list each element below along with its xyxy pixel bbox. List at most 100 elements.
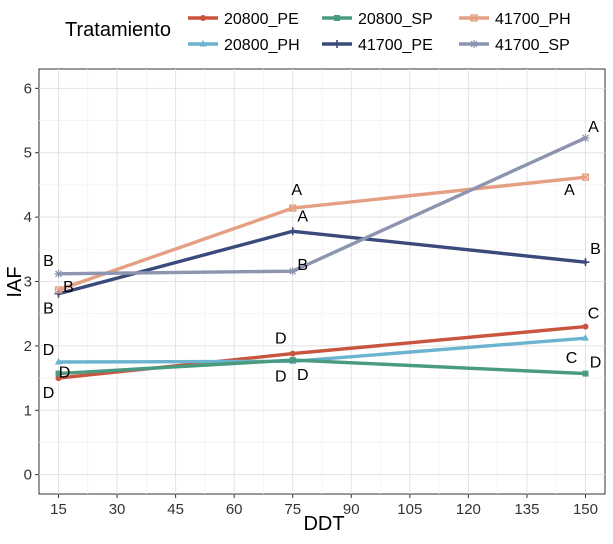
data-point bbox=[581, 133, 590, 142]
marker-circle bbox=[200, 15, 206, 21]
legend-item: 41700_PH bbox=[459, 11, 571, 28]
marker-square-x bbox=[54, 286, 63, 294]
legend-marker bbox=[470, 14, 478, 22]
y-tick-label: 5 bbox=[24, 145, 32, 162]
x-tick-label: 30 bbox=[109, 501, 126, 518]
x-tick-label: 105 bbox=[397, 501, 422, 518]
marker-plus bbox=[333, 40, 341, 48]
legend-label: 41700_PH bbox=[495, 11, 571, 28]
x-tick-label: 45 bbox=[167, 501, 184, 518]
y-tick-label: 6 bbox=[24, 80, 32, 97]
marker-cross bbox=[289, 204, 297, 212]
marker-cross bbox=[582, 173, 589, 181]
legend-item: 20800_SP bbox=[322, 11, 433, 28]
y-axis-label: IAF bbox=[4, 266, 26, 297]
marker-square bbox=[582, 370, 589, 377]
marker-plus bbox=[581, 258, 590, 267]
legend-marker bbox=[199, 40, 207, 47]
marker-square bbox=[334, 15, 340, 21]
legend-item: 41700_PE bbox=[322, 37, 433, 54]
data-point bbox=[289, 204, 297, 212]
data-point bbox=[289, 350, 296, 357]
data-point bbox=[54, 269, 63, 278]
data-label: B bbox=[43, 301, 54, 318]
data-label: A bbox=[291, 182, 302, 199]
legend-label: 41700_SP bbox=[495, 37, 570, 54]
marker-cross bbox=[470, 14, 478, 22]
data-label: D bbox=[59, 365, 71, 382]
legend-label: 41700_PE bbox=[358, 37, 433, 54]
x-tick-label: 120 bbox=[456, 501, 481, 518]
data-point bbox=[582, 370, 589, 377]
marker-square-x bbox=[470, 14, 478, 22]
marker-circle bbox=[582, 323, 589, 330]
data-label: A bbox=[564, 182, 575, 199]
legend-title: Tratamiento bbox=[65, 19, 171, 41]
data-label: C bbox=[566, 350, 578, 367]
data-label: A bbox=[297, 208, 308, 225]
marker-asterisk bbox=[54, 269, 63, 278]
data-label: D bbox=[275, 331, 287, 348]
y-tick-label: 4 bbox=[24, 209, 32, 226]
y-tick-label: 1 bbox=[24, 402, 32, 419]
legend-item: 20800_PH bbox=[188, 37, 300, 54]
marker-plus bbox=[288, 227, 297, 236]
marker-cross bbox=[55, 286, 62, 294]
marker-asterisk bbox=[288, 267, 297, 276]
data-point bbox=[289, 357, 296, 364]
legend-label: 20800_SP bbox=[358, 11, 433, 28]
data-label: D bbox=[590, 355, 602, 372]
marker-square bbox=[289, 357, 296, 364]
data-point bbox=[288, 267, 297, 276]
data-label: B bbox=[63, 279, 74, 296]
data-label: D bbox=[275, 368, 287, 385]
data-point bbox=[54, 286, 63, 294]
marker-square-x bbox=[289, 204, 297, 212]
data-label: B bbox=[43, 253, 54, 270]
x-tick-label: 135 bbox=[514, 501, 539, 518]
legend-label: 20800_PH bbox=[224, 37, 300, 54]
x-axis-label: DDT bbox=[303, 513, 344, 535]
legend-label: 20800_PE bbox=[224, 11, 299, 28]
x-tick-label: 15 bbox=[50, 501, 67, 518]
y-tick-label: 0 bbox=[24, 467, 32, 484]
data-label: C bbox=[588, 306, 600, 323]
marker-square bbox=[55, 370, 62, 377]
data-label: B bbox=[590, 241, 601, 258]
x-tick-label: 150 bbox=[573, 501, 598, 518]
marker-triangle bbox=[581, 334, 590, 341]
marker-triangle bbox=[54, 357, 63, 365]
legend-item: 41700_SP bbox=[459, 37, 570, 54]
data-label: D bbox=[297, 367, 309, 384]
marker-asterisk bbox=[470, 40, 478, 48]
y-tick-label: 2 bbox=[24, 338, 32, 355]
data-point bbox=[54, 357, 63, 365]
data-point bbox=[581, 173, 590, 181]
data-point bbox=[582, 323, 589, 330]
marker-circle bbox=[289, 350, 296, 357]
legend-marker bbox=[470, 40, 478, 48]
data-label: B bbox=[297, 257, 308, 274]
x-tick-label: 90 bbox=[343, 501, 360, 518]
legend: Tratamiento 20800_PE 20800_PH 20800_SP 4170… bbox=[65, 11, 571, 54]
marker-circle bbox=[55, 375, 62, 382]
data-point bbox=[581, 258, 590, 267]
data-label: D bbox=[43, 342, 55, 359]
y-tick-label: 3 bbox=[24, 274, 32, 291]
marker-triangle bbox=[199, 40, 207, 47]
legend-item: 20800_PE bbox=[188, 11, 299, 28]
x-tick-label: 75 bbox=[284, 501, 301, 518]
data-point bbox=[581, 334, 590, 341]
marker-square-x bbox=[581, 173, 590, 181]
legend-marker bbox=[200, 15, 206, 21]
data-label: D bbox=[43, 385, 55, 402]
x-tick-label: 60 bbox=[226, 501, 243, 518]
data-point bbox=[55, 375, 62, 382]
data-label: A bbox=[588, 119, 599, 136]
legend-marker bbox=[334, 15, 340, 21]
data-point bbox=[288, 227, 297, 236]
